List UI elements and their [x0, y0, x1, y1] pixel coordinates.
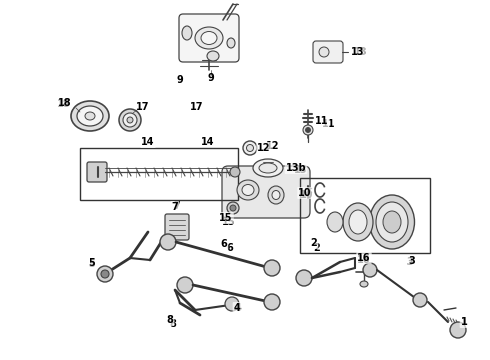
Circle shape: [177, 277, 193, 293]
Circle shape: [243, 141, 257, 155]
Text: 3: 3: [409, 256, 416, 266]
Text: 5: 5: [89, 258, 96, 268]
Circle shape: [227, 202, 239, 214]
Text: 14: 14: [201, 137, 215, 147]
Text: 14: 14: [141, 137, 155, 147]
FancyBboxPatch shape: [179, 14, 239, 62]
Circle shape: [101, 270, 109, 278]
Text: 9: 9: [208, 73, 215, 83]
Text: 7: 7: [173, 201, 180, 211]
Circle shape: [363, 263, 377, 277]
Circle shape: [264, 260, 280, 276]
Text: 15: 15: [219, 213, 233, 223]
Circle shape: [225, 297, 239, 311]
Text: 8: 8: [170, 319, 176, 329]
Ellipse shape: [272, 190, 280, 199]
Ellipse shape: [376, 202, 408, 242]
Text: 11: 11: [315, 116, 329, 126]
Circle shape: [296, 270, 312, 286]
Text: 5: 5: [89, 259, 96, 269]
Ellipse shape: [360, 281, 368, 287]
Text: 9: 9: [176, 75, 183, 85]
Ellipse shape: [383, 211, 401, 233]
Text: 17: 17: [190, 102, 204, 112]
Text: 18: 18: [58, 98, 72, 108]
Ellipse shape: [207, 51, 219, 61]
Text: 13: 13: [354, 47, 368, 57]
Ellipse shape: [237, 180, 259, 200]
Ellipse shape: [349, 210, 367, 234]
Ellipse shape: [242, 185, 254, 195]
Ellipse shape: [253, 159, 283, 177]
Text: 10: 10: [300, 190, 314, 200]
Text: 16: 16: [357, 253, 371, 263]
Ellipse shape: [127, 117, 133, 123]
Text: 18: 18: [57, 99, 71, 109]
Circle shape: [230, 205, 236, 211]
Ellipse shape: [369, 195, 415, 249]
Ellipse shape: [195, 27, 223, 49]
FancyBboxPatch shape: [165, 214, 189, 240]
Text: 1: 1: [461, 317, 467, 327]
Circle shape: [246, 144, 253, 152]
Text: 12: 12: [266, 141, 279, 151]
Circle shape: [303, 125, 313, 135]
Text: 17: 17: [136, 102, 150, 112]
Text: 12: 12: [257, 143, 271, 153]
Text: 8: 8: [167, 315, 173, 325]
Text: 2: 2: [314, 243, 320, 253]
Ellipse shape: [268, 186, 284, 204]
Circle shape: [264, 294, 280, 310]
Text: 11: 11: [322, 119, 336, 129]
Text: 16: 16: [357, 255, 371, 265]
Ellipse shape: [327, 212, 343, 232]
Text: 4: 4: [234, 303, 241, 313]
Text: 6: 6: [220, 239, 227, 249]
Circle shape: [160, 234, 176, 250]
Circle shape: [305, 127, 311, 132]
Text: 3: 3: [407, 257, 414, 267]
Text: 13b: 13b: [286, 163, 306, 173]
Ellipse shape: [77, 106, 103, 126]
Text: 10: 10: [298, 188, 312, 198]
Text: 7: 7: [172, 202, 178, 212]
Ellipse shape: [85, 112, 95, 120]
Circle shape: [450, 322, 466, 338]
Ellipse shape: [201, 32, 217, 45]
Circle shape: [97, 266, 113, 282]
FancyBboxPatch shape: [222, 166, 310, 218]
FancyBboxPatch shape: [313, 41, 343, 63]
Ellipse shape: [123, 113, 137, 127]
Text: 13: 13: [294, 165, 308, 175]
Text: 4: 4: [235, 303, 242, 313]
Text: 15: 15: [222, 217, 236, 227]
Ellipse shape: [319, 47, 329, 57]
Ellipse shape: [343, 203, 373, 241]
Circle shape: [413, 293, 427, 307]
Ellipse shape: [119, 109, 141, 131]
Text: 6: 6: [227, 243, 233, 253]
Bar: [300, 178, 430, 253]
Circle shape: [230, 167, 240, 177]
Ellipse shape: [71, 101, 109, 131]
Ellipse shape: [227, 38, 235, 48]
Text: 1: 1: [461, 317, 467, 327]
FancyBboxPatch shape: [87, 162, 107, 182]
Ellipse shape: [259, 163, 277, 173]
Ellipse shape: [182, 26, 192, 40]
Text: 13: 13: [351, 47, 365, 57]
Bar: [80, 148, 238, 200]
Text: 2: 2: [311, 238, 318, 248]
